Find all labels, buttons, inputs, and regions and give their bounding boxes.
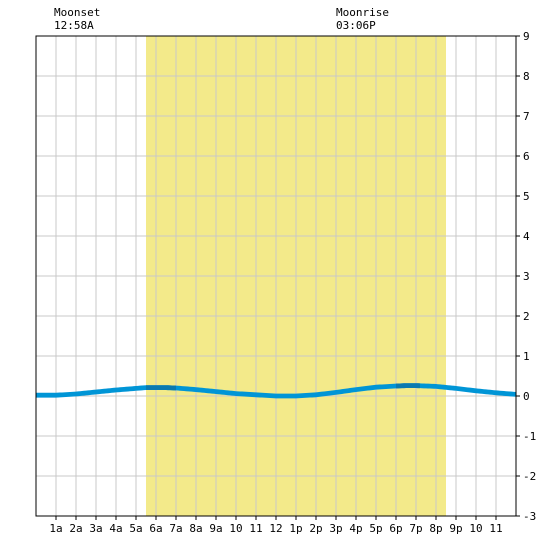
y-tick-label: 2 bbox=[523, 310, 530, 323]
header: Moonset 12:58A Moonrise 03:06P bbox=[54, 6, 389, 32]
y-axis-ticks: 9 8 7 6 5 4 3 2 1 0 -1 -2 -3 bbox=[516, 30, 536, 523]
x-tick-label: 9a bbox=[209, 522, 222, 535]
x-tick-label: 1a bbox=[49, 522, 62, 535]
y-tick-label: -3 bbox=[523, 510, 536, 523]
x-axis-ticks: 1a 2a 3a 4a 5a 6a 7a 8a 9a 10 11 12 1p 2p 3p 4p 5p 6p 7p 8p… bbox=[49, 516, 503, 535]
x-tick-label: 8a bbox=[189, 522, 202, 535]
y-tick-label: 3 bbox=[523, 270, 530, 283]
tide-area-high-segment bbox=[146, 385, 176, 391]
x-tick-label: 9p bbox=[449, 522, 462, 535]
x-tick-label: 10 bbox=[469, 522, 482, 535]
y-tick-label: 1 bbox=[523, 350, 530, 363]
x-tick-label: 7a bbox=[169, 522, 182, 535]
y-tick-label: 8 bbox=[523, 70, 530, 83]
x-tick-label: 3a bbox=[89, 522, 102, 535]
moonrise-time: 03:06P bbox=[336, 19, 376, 32]
x-tick-label: 10 bbox=[229, 522, 242, 535]
y-tick-label: 4 bbox=[523, 230, 530, 243]
y-tick-label: 9 bbox=[523, 30, 530, 43]
x-tick-label: 11 bbox=[249, 522, 262, 535]
x-tick-label: 11 bbox=[489, 522, 502, 535]
x-tick-label: 6p bbox=[389, 522, 402, 535]
y-tick-label: 7 bbox=[523, 110, 530, 123]
x-tick-label: 3p bbox=[329, 522, 342, 535]
x-tick-label: 5p bbox=[369, 522, 382, 535]
y-tick-label: 0 bbox=[523, 390, 530, 403]
grid-layer bbox=[36, 36, 516, 516]
x-tick-label: 2p bbox=[309, 522, 322, 535]
x-tick-label: 12 bbox=[269, 522, 282, 535]
moonrise-label: Moonrise bbox=[336, 6, 389, 19]
x-tick-label: 4p bbox=[349, 522, 362, 535]
moonset-time: 12:58A bbox=[54, 19, 94, 32]
x-tick-label: 8p bbox=[429, 522, 442, 535]
x-tick-label: 7p bbox=[409, 522, 422, 535]
y-tick-label: -2 bbox=[523, 470, 536, 483]
tide-area-layer bbox=[36, 383, 516, 399]
moonset-label: Moonset bbox=[54, 6, 100, 19]
tide-area-high-segment bbox=[396, 383, 420, 389]
y-tick-label: -1 bbox=[523, 430, 536, 443]
x-tick-label: 4a bbox=[109, 522, 122, 535]
y-tick-label: 6 bbox=[523, 150, 530, 163]
x-tick-label: 6a bbox=[149, 522, 162, 535]
x-tick-label: 5a bbox=[129, 522, 142, 535]
y-tick-label: 5 bbox=[523, 190, 530, 203]
x-tick-label: 2a bbox=[69, 522, 82, 535]
x-tick-label: 1p bbox=[289, 522, 302, 535]
